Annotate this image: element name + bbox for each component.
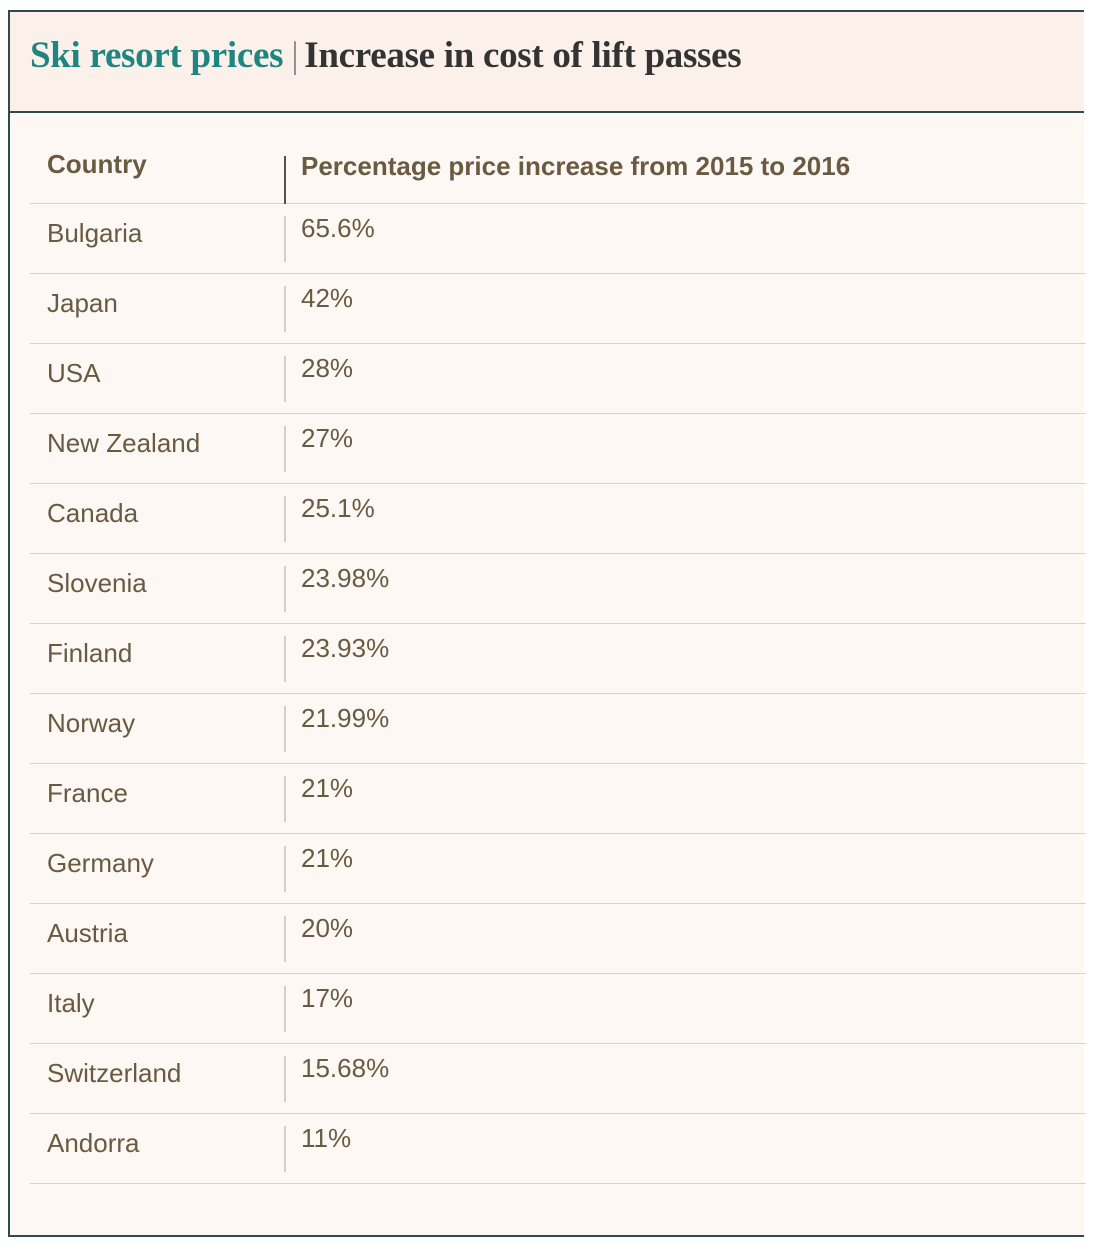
column-header-country-label: Country (47, 149, 147, 179)
table-row: Japan 42% (30, 274, 1086, 344)
percentage-cell: 17% (284, 982, 1086, 1032)
country-cell: Finland (30, 624, 284, 693)
percentage-cell: 21% (284, 772, 1086, 822)
percentage-cell: 11% (284, 1122, 1086, 1172)
country-cell: Andorra (30, 1114, 284, 1183)
country-cell: Slovenia (30, 554, 284, 623)
table-row: Slovenia 23.98% (30, 554, 1086, 624)
table-header-row: Country Percentage price increase from 2… (30, 142, 1086, 204)
table-row: Canada 25.1% (30, 484, 1086, 554)
percentage-value: 11% (301, 1122, 352, 1153)
percentage-value: 20% (301, 912, 354, 943)
country-label: USA (47, 358, 101, 388)
column-header-country: Country (30, 142, 284, 203)
percentage-value: 65.6% (301, 212, 375, 243)
data-table: Country Percentage price increase from 2… (30, 142, 1086, 1184)
percentage-cell: 15.68% (284, 1052, 1086, 1102)
country-label: France (47, 778, 128, 808)
percentage-value: 21% (301, 842, 354, 873)
percentage-cell: 20% (284, 912, 1086, 962)
country-cell: New Zealand (30, 414, 284, 483)
percentage-cell: 21% (284, 842, 1086, 892)
percentage-value: 27% (301, 422, 354, 453)
percentage-value: 21% (301, 772, 354, 803)
country-label: Austria (47, 918, 128, 948)
country-label: Slovenia (47, 568, 147, 598)
percentage-value: 21.99% (301, 702, 390, 733)
country-cell: Japan (30, 274, 284, 343)
table-row: Italy 17% (30, 974, 1086, 1044)
country-cell: Norway (30, 694, 284, 763)
country-cell: Austria (30, 904, 284, 973)
percentage-value: 23.98% (301, 562, 390, 593)
table-row: New Zealand 27% (30, 414, 1086, 484)
country-label: Italy (47, 988, 95, 1018)
percentage-value: 25.1% (301, 492, 375, 523)
country-cell: Switzerland (30, 1044, 284, 1113)
percentage-value: 15.68% (301, 1052, 390, 1083)
column-header-percentage: Percentage price increase from 2015 to 2… (284, 151, 1086, 204)
percentage-cell: 23.98% (284, 562, 1086, 612)
percentage-cell: 21.99% (284, 702, 1086, 752)
column-header-percentage-label: Percentage price increase from 2015 to 2… (301, 150, 851, 181)
country-label: New Zealand (47, 428, 201, 458)
country-cell: France (30, 764, 284, 833)
country-cell: Germany (30, 834, 284, 903)
country-label: Germany (47, 848, 154, 878)
table-row: Germany 21% (30, 834, 1086, 904)
country-label: Switzerland (47, 1058, 182, 1088)
table-row: Norway 21.99% (30, 694, 1086, 764)
table-row: Finland 23.93% (30, 624, 1086, 694)
percentage-value: 42% (301, 282, 354, 313)
table-body: Bulgaria 65.6% Japan 42% USA 28% New Zealand 27… (30, 204, 1086, 1184)
percentage-cell: 42% (284, 282, 1086, 332)
country-label: Bulgaria (47, 218, 143, 248)
percentage-cell: 23.93% (284, 632, 1086, 682)
percentage-value: 28% (301, 352, 354, 383)
chart-frame: Ski resort prices | Increase in cost of li… (8, 10, 1086, 1237)
country-label: Canada (47, 498, 139, 528)
chart-title-main: Ski resort prices (30, 35, 284, 76)
country-label: Finland (47, 638, 133, 668)
percentage-cell: 28% (284, 352, 1086, 402)
percentage-value: 23.93% (301, 632, 390, 663)
table-row: USA 28% (30, 344, 1086, 414)
percentage-value: 17% (301, 982, 354, 1013)
percentage-cell: 65.6% (284, 212, 1086, 262)
country-label: Norway (47, 708, 136, 738)
table-row: Bulgaria 65.6% (30, 204, 1086, 274)
table-row: Austria 20% (30, 904, 1086, 974)
percentage-cell: 25.1% (284, 492, 1086, 542)
table-row: Andorra 11% (30, 1114, 1086, 1184)
country-label: Andorra (47, 1128, 140, 1158)
table-row: Switzerland 15.68% (30, 1044, 1086, 1114)
country-label: Japan (47, 288, 118, 318)
chart-title-sub: Increase in cost of lift passes (304, 35, 742, 76)
country-cell: USA (30, 344, 284, 413)
title-separator: | (291, 35, 299, 76)
title-bar: Ski resort prices | Increase in cost of li… (10, 12, 1084, 113)
percentage-cell: 27% (284, 422, 1086, 472)
chart-title: Ski resort prices | Increase in cost of li… (30, 34, 742, 78)
country-cell: Canada (30, 484, 284, 553)
country-cell: Italy (30, 974, 284, 1043)
table-row: France 21% (30, 764, 1086, 834)
country-cell: Bulgaria (30, 204, 284, 273)
